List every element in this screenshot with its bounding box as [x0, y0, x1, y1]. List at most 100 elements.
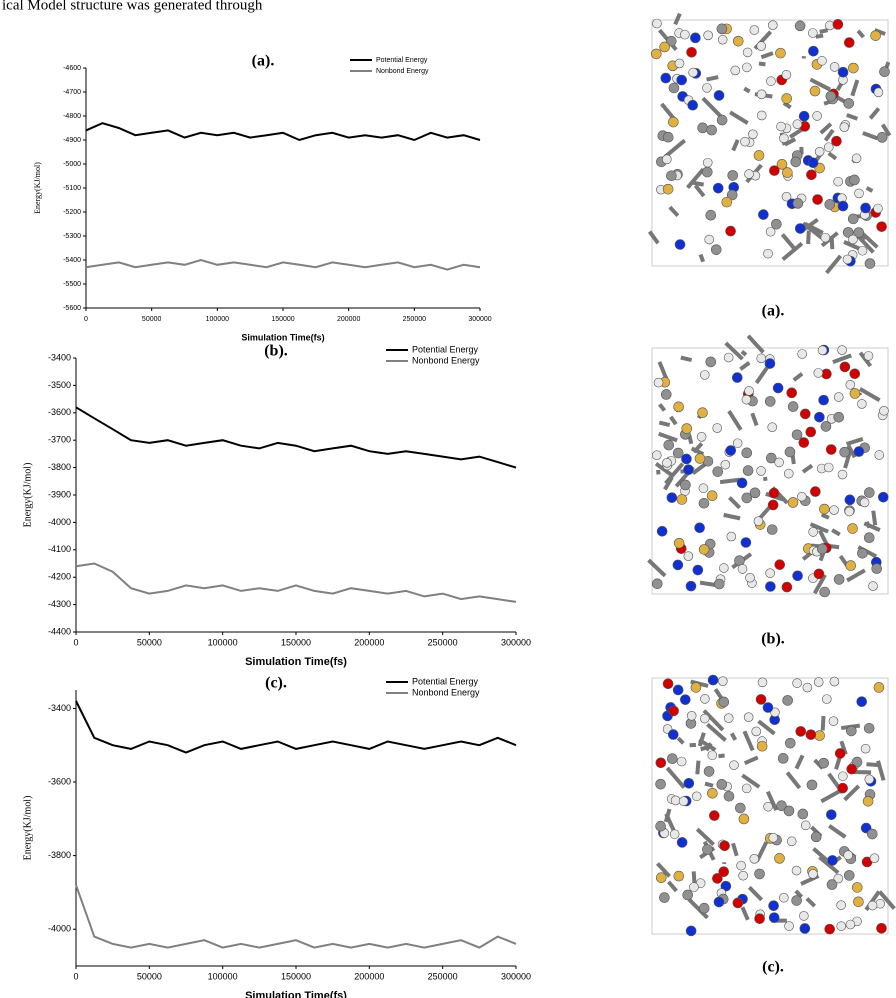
box-outline [651, 677, 889, 935]
x-axis-label: Simulation Time(fs) [245, 656, 347, 668]
bond [812, 847, 829, 862]
bond [801, 463, 814, 474]
atom [742, 62, 752, 73]
atom [710, 244, 722, 255]
atom [776, 159, 788, 170]
atom [869, 853, 880, 863]
bond [763, 476, 768, 482]
bond [658, 420, 671, 427]
atom [745, 572, 755, 583]
x-tick-label: 0 [73, 971, 78, 981]
atom [768, 832, 779, 843]
atom [791, 895, 802, 906]
bond [780, 233, 797, 251]
atom [718, 696, 730, 708]
atom [652, 18, 662, 29]
atom [680, 479, 691, 491]
x-tick-label: 300000 [501, 971, 531, 981]
bond [823, 128, 835, 142]
atom [808, 45, 819, 57]
bond [765, 790, 779, 812]
atom [806, 779, 818, 791]
atom [836, 921, 847, 931]
atom [723, 352, 734, 363]
atom [716, 23, 728, 35]
atom [702, 83, 712, 93]
atom [794, 223, 806, 234]
x-tick-label: 100000 [208, 971, 238, 981]
atom [800, 820, 811, 831]
atom [839, 446, 850, 458]
bond [742, 730, 755, 752]
atom [792, 198, 804, 209]
bond [668, 205, 680, 218]
x-tick-label: 200000 [337, 316, 360, 323]
atom [756, 740, 768, 752]
atom [670, 795, 681, 806]
atom [810, 831, 822, 843]
bond [829, 236, 835, 250]
bond [856, 234, 875, 254]
atom [837, 469, 848, 480]
x-tick-label: 200000 [354, 971, 384, 981]
atom [732, 35, 744, 47]
atom [768, 912, 780, 923]
atom [694, 522, 705, 534]
figure-label: (b). [761, 631, 785, 648]
bond [739, 361, 751, 371]
atom [862, 795, 874, 807]
bond [850, 79, 860, 97]
bond [747, 885, 764, 902]
atom [823, 142, 834, 153]
bond [740, 350, 748, 357]
y-tick-label: -4300 [48, 599, 71, 609]
atom [766, 76, 776, 87]
atom [689, 882, 699, 892]
atom [826, 879, 838, 890]
atom [799, 911, 809, 921]
y-tick-label: -3600 [48, 776, 71, 786]
bond [878, 890, 896, 910]
atom [749, 25, 760, 35]
atom [743, 712, 754, 722]
atom [717, 34, 728, 45]
bond [663, 476, 674, 491]
chart-title: (a). [252, 53, 275, 70]
atom [767, 499, 779, 511]
bond [729, 110, 749, 125]
bond [783, 137, 797, 147]
bond [846, 568, 866, 583]
atom [797, 808, 809, 820]
bond [858, 387, 881, 403]
atom [744, 169, 754, 179]
atom [673, 870, 685, 882]
bond [741, 773, 761, 789]
atom [786, 387, 798, 399]
atom [848, 62, 859, 74]
bond [676, 736, 685, 745]
atom [863, 722, 875, 734]
bond [794, 754, 805, 770]
y-tick-label: -4000 [48, 924, 71, 934]
atom [765, 226, 776, 237]
atom [709, 810, 720, 821]
atom [817, 345, 828, 356]
atom [690, 32, 701, 44]
atom [751, 726, 762, 737]
atom [668, 116, 679, 128]
bond [871, 510, 878, 526]
atom [766, 524, 778, 535]
bond [794, 889, 804, 899]
atom [768, 900, 779, 911]
bond [818, 855, 840, 875]
atom [847, 523, 858, 534]
atom [655, 757, 667, 769]
atom [782, 695, 793, 706]
atom [797, 349, 807, 359]
chart-title: (c). [265, 675, 287, 692]
bond [820, 512, 830, 520]
atom [763, 248, 773, 259]
atom [762, 702, 774, 713]
bond [704, 781, 714, 788]
atom [786, 836, 797, 847]
